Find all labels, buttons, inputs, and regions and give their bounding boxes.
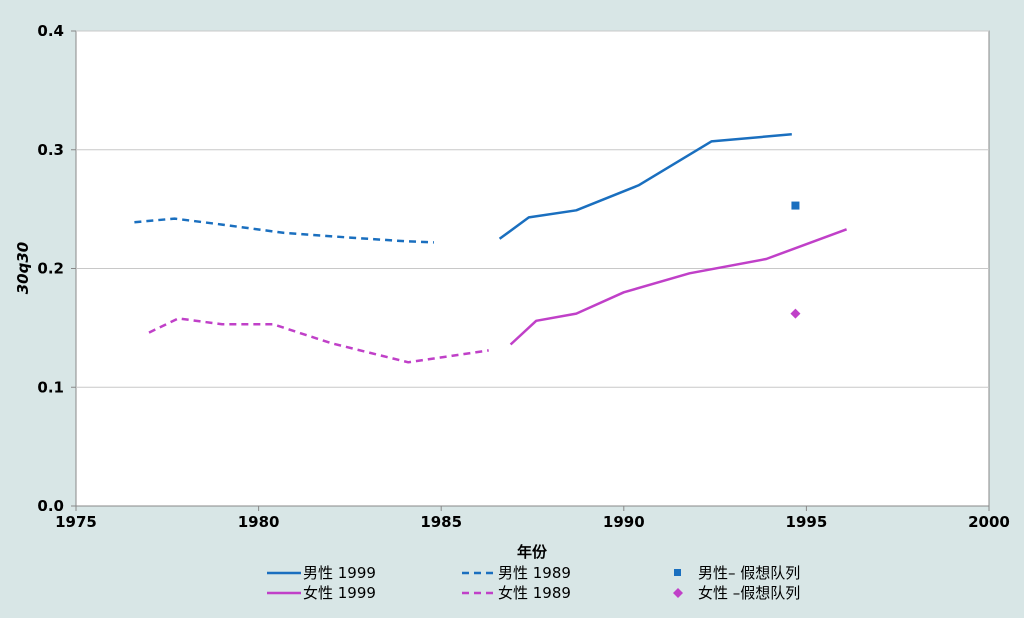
legend-label: 男性 1989 xyxy=(498,564,571,582)
x-tick-label: 1975 xyxy=(55,513,97,531)
y-axis-title: 30q30 xyxy=(14,242,32,295)
x-axis-title: 年份 xyxy=(517,543,548,561)
x-tick-label: 1980 xyxy=(238,513,280,531)
y-tick-label: 0.3 xyxy=(37,141,64,159)
y-tick-label: 0.2 xyxy=(37,260,64,278)
legend-swatch-square xyxy=(674,569,681,576)
legend-swatch-diamond xyxy=(673,588,683,598)
x-tick-label: 1995 xyxy=(786,513,828,531)
legend-item: 女性 1989 xyxy=(462,584,571,602)
legend-item: 女性 –假想队列 xyxy=(673,584,800,602)
x-tick-label: 1985 xyxy=(420,513,462,531)
legend-label: 女性 –假想队列 xyxy=(698,584,800,602)
legend-label: 男性 1999 xyxy=(303,564,376,582)
legend-label: 男性– 假想队列 xyxy=(698,564,800,582)
data-point-square xyxy=(791,202,799,210)
legend-label: 女性 1999 xyxy=(303,584,376,602)
y-tick-label: 0.4 xyxy=(37,22,64,40)
series-2 xyxy=(791,202,799,210)
legend-label: 女性 1989 xyxy=(498,584,571,602)
x-tick-label: 2000 xyxy=(968,513,1010,531)
legend-item: 男性– 假想队列 xyxy=(674,564,800,582)
x-tick-label: 1990 xyxy=(603,513,645,531)
legend-item: 男性 1989 xyxy=(462,564,571,582)
legend-item: 男性 1999 xyxy=(267,564,376,582)
legend-item: 女性 1999 xyxy=(267,584,376,602)
y-tick-label: 0.1 xyxy=(37,378,64,396)
